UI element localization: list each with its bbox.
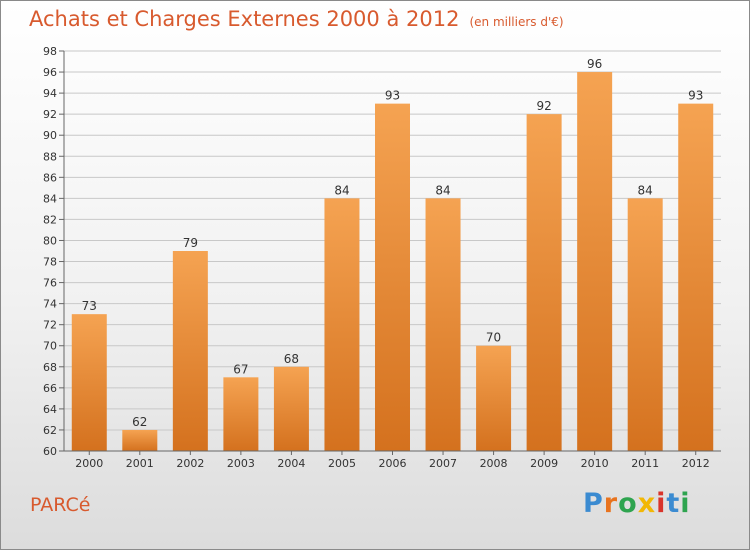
bar	[476, 345, 512, 451]
logo-letter: i	[680, 488, 691, 519]
chart-subtitle: (en milliers d'€)	[469, 15, 564, 29]
y-tick-label: 74	[43, 298, 57, 311]
bar	[273, 366, 309, 451]
y-tick-label: 84	[43, 192, 57, 205]
x-tick-label: 2004	[277, 457, 305, 470]
x-tick-label: 2011	[631, 457, 659, 470]
logo-letter: t	[666, 488, 681, 519]
y-tick-label: 96	[43, 66, 57, 79]
bar	[122, 429, 158, 451]
y-tick-label: 94	[43, 87, 57, 100]
bar-value-label: 73	[82, 299, 97, 313]
bar	[324, 198, 360, 451]
bar-value-label: 84	[435, 183, 450, 197]
y-tick-label: 72	[43, 319, 57, 332]
logo-letter: P	[583, 488, 604, 519]
bar	[577, 72, 613, 451]
bar	[172, 251, 208, 451]
bars: 73 62 79 67 68 84 93 84 70 92 96 84 93	[71, 57, 714, 451]
x-tick-label: 2003	[227, 457, 255, 470]
x-tick-label: 2002	[176, 457, 204, 470]
bar	[223, 377, 259, 451]
logo-letter: x	[637, 488, 657, 519]
bar-value-label: 93	[688, 89, 703, 103]
bar-value-label: 92	[536, 99, 551, 113]
y-tick-label: 92	[43, 108, 57, 121]
bar-value-label: 62	[132, 415, 147, 429]
logo-letter: r	[603, 488, 619, 519]
axes: 60 62 64 66 68 70 72 74 76 78 80 82 84 86 88 90 92 94 96 98…	[43, 45, 721, 470]
y-tick-label: 98	[43, 45, 57, 58]
y-tick-label: 86	[43, 171, 57, 184]
bar-value-label: 67	[233, 362, 248, 376]
bar-value-label: 70	[486, 331, 501, 345]
bar-value-label: 68	[284, 352, 299, 366]
y-tick-label: 68	[43, 361, 57, 374]
bar	[526, 114, 562, 451]
y-tick-label: 78	[43, 256, 57, 269]
y-tick-label: 82	[43, 213, 57, 226]
y-tick-label: 70	[43, 340, 57, 353]
bar-value-label: 84	[334, 183, 349, 197]
y-tick-label: 66	[43, 382, 57, 395]
x-tick-label: 2009	[530, 457, 558, 470]
bar	[375, 103, 410, 451]
bar	[678, 103, 714, 451]
bar-value-label: 96	[587, 57, 602, 71]
x-tick-label: 2001	[126, 457, 154, 470]
proxiti-logo[interactable]: Proxiti	[583, 488, 691, 519]
logo-letter: o	[618, 488, 638, 519]
y-tick-label: 90	[43, 129, 57, 142]
bar-value-label: 84	[638, 183, 653, 197]
town-name: PARCé	[30, 494, 91, 516]
y-tick-label: 60	[43, 445, 57, 458]
bar-value-label: 79	[183, 236, 198, 250]
chart-title: Achats et Charges Externes 2000 à 2012	[29, 7, 460, 31]
logo-letter: i	[656, 488, 667, 519]
bar-value-label: 93	[385, 89, 400, 103]
x-tick-label: 2012	[682, 457, 710, 470]
x-tick-label: 2007	[429, 457, 457, 470]
x-tick-label: 2000	[75, 457, 103, 470]
y-tick-label: 62	[43, 424, 57, 437]
x-tick-label: 2005	[328, 457, 356, 470]
x-tick-label: 2010	[581, 457, 609, 470]
bar	[425, 198, 461, 451]
chart-title-block: Achats et Charges Externes 2000 à 2012 (e…	[29, 7, 564, 31]
bar	[71, 314, 107, 451]
y-tick-label: 88	[43, 150, 57, 163]
x-tick-label: 2008	[480, 457, 508, 470]
x-tick-label: 2006	[379, 457, 407, 470]
y-tick-label: 64	[43, 403, 57, 416]
bar	[627, 198, 663, 451]
y-tick-label: 80	[43, 234, 57, 247]
y-tick-label: 76	[43, 277, 57, 290]
